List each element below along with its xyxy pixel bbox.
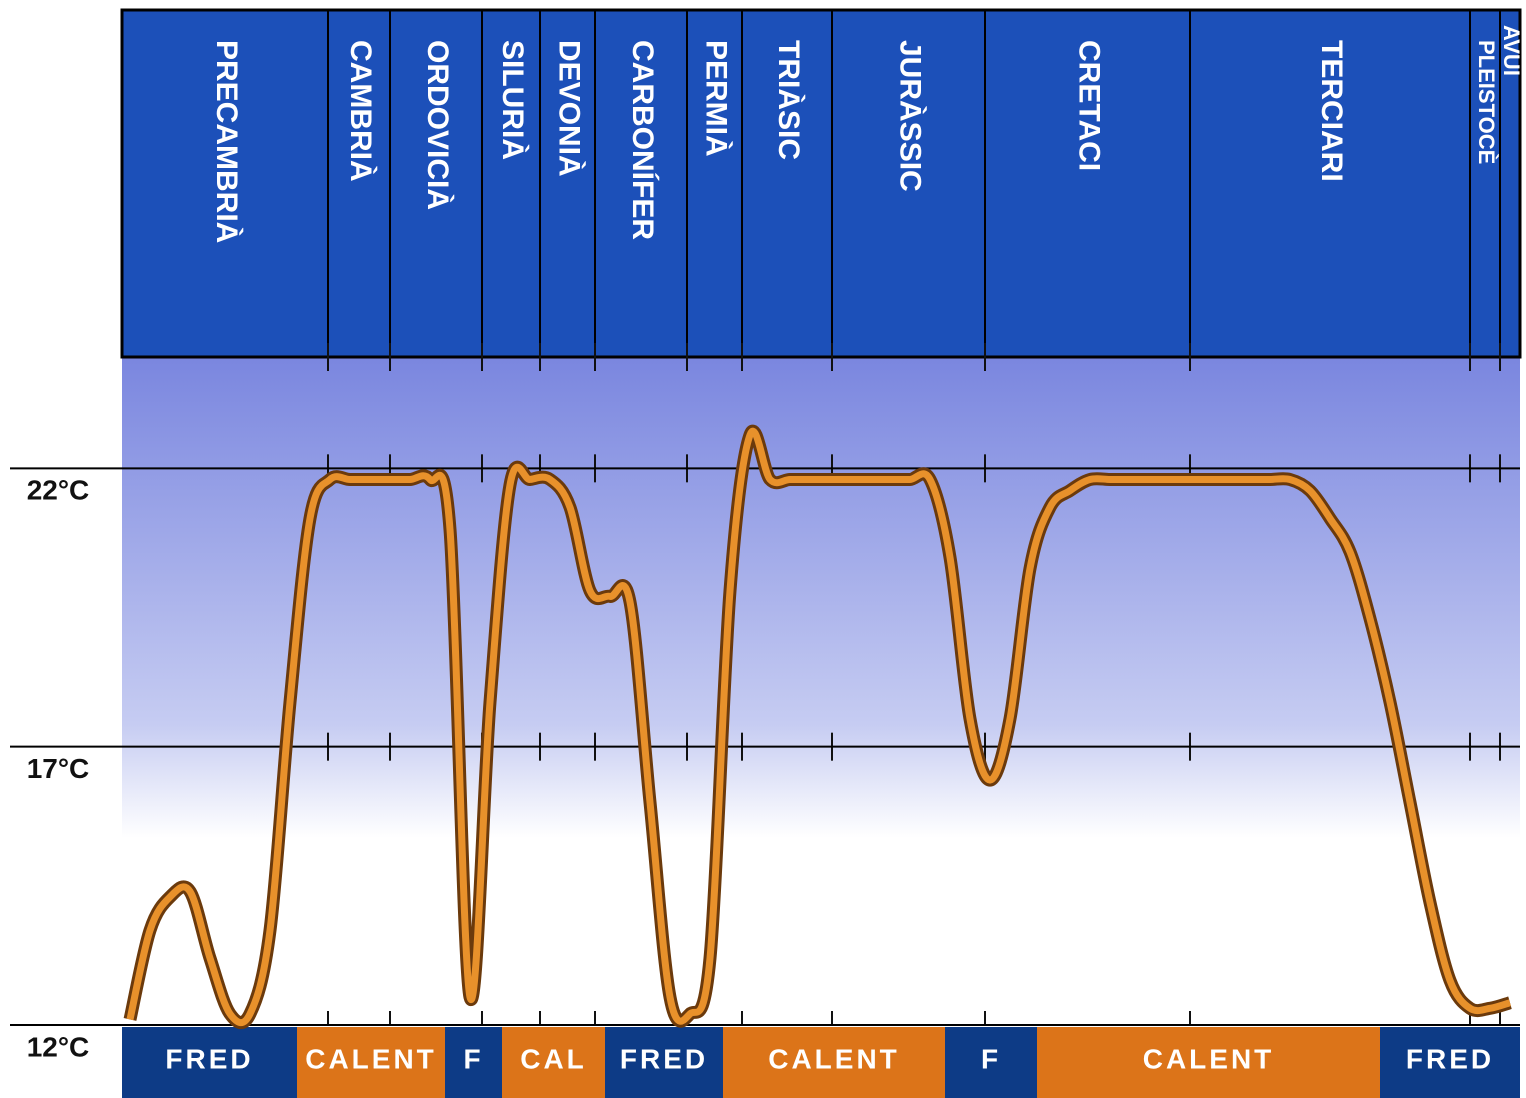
climate-band (502, 1027, 605, 1098)
climate-band-label: F (463, 1043, 483, 1074)
period-header (120, 8, 1522, 359)
climate-band-label: F (981, 1043, 1001, 1074)
line (126, 427, 1512, 1027)
climate-band-label: FRED (620, 1043, 708, 1074)
climate-band (122, 1027, 297, 1098)
y-tick-label: 12°C (27, 1031, 90, 1062)
climate-band-label: CALENT (768, 1043, 900, 1074)
climate-band (297, 1027, 445, 1098)
period-label: AVUI (1499, 25, 1524, 76)
climate-band (1037, 1027, 1380, 1098)
period-label: PLEISTOCÈ (1474, 40, 1499, 164)
period-label: CRETACI (1073, 40, 1106, 171)
climate-band (945, 1027, 1037, 1098)
period-label: TRIÀSIC (772, 40, 806, 160)
climate-band (723, 1027, 945, 1098)
climate-band-label: CALENT (1143, 1043, 1275, 1074)
period-label: JURÀSSIC (894, 40, 928, 192)
period-label: CARBONÍFER (626, 40, 660, 240)
climate-band-label: CALENT (305, 1043, 437, 1074)
climate-band (445, 1027, 502, 1098)
period-label: TERCIARI (1315, 40, 1348, 182)
period-label: DEVONIÀ (553, 40, 587, 177)
plot-background (122, 357, 1520, 1025)
climate-band-label: CAL (520, 1043, 587, 1074)
period-label: PRECAMBRIÀ (210, 40, 244, 243)
period-label: ORDOVICIÀ (421, 40, 455, 210)
period-label: SILURIÀ (496, 40, 530, 160)
period-label: PERMIÀ (700, 40, 734, 157)
climate-band-label: FRED (1406, 1043, 1494, 1074)
period-label: CAMBRIÀ (344, 40, 378, 182)
climate-band (1380, 1027, 1520, 1098)
y-tick-label: 22°C (27, 475, 90, 506)
climate-band (605, 1027, 723, 1098)
climate-band-label: FRED (165, 1043, 253, 1074)
y-tick-label: 17°C (27, 753, 90, 784)
